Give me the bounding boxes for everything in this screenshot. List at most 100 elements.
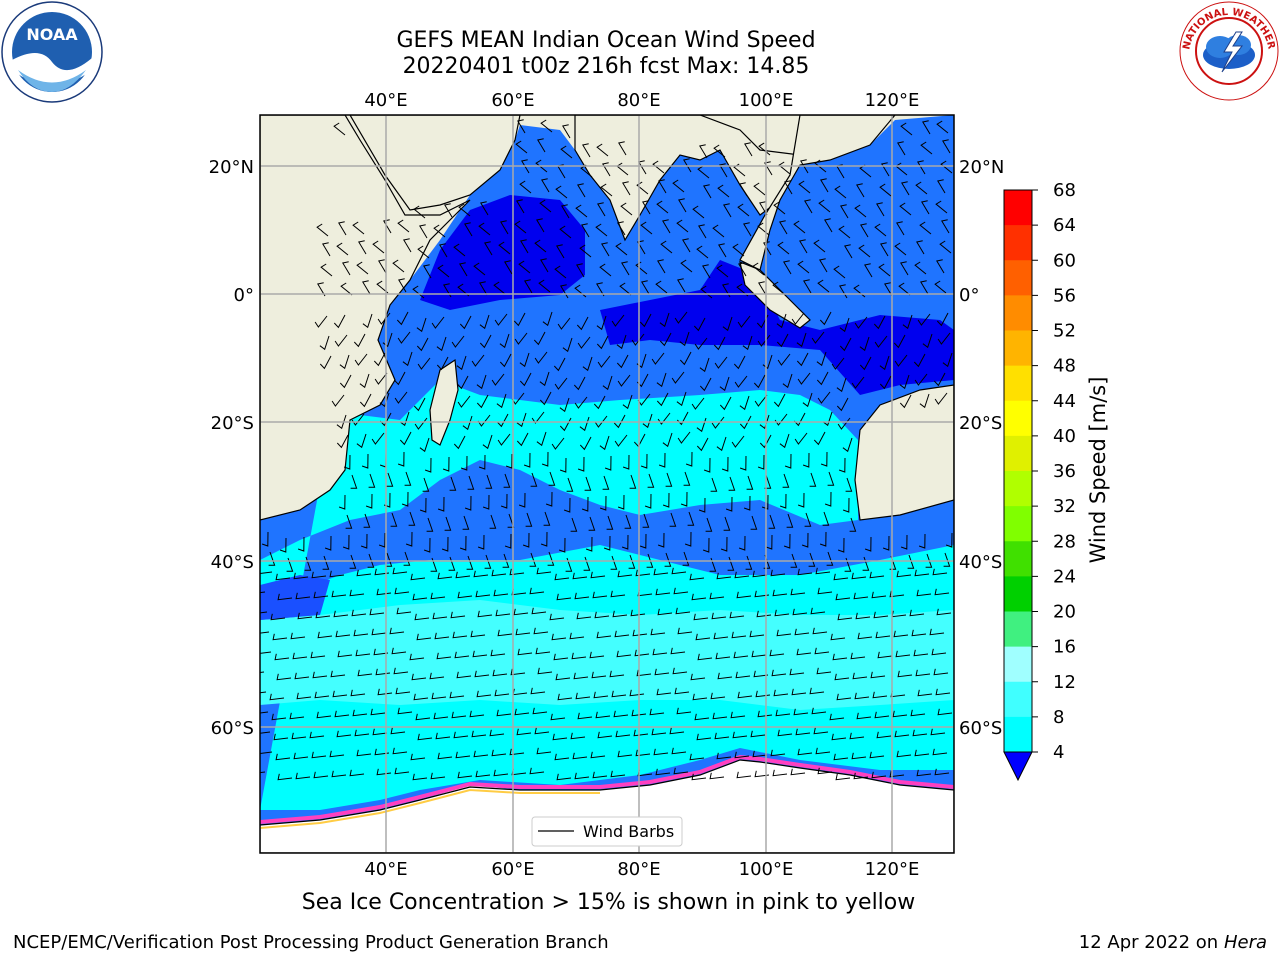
- wind-barb: [416, 633, 432, 641]
- wind-barb: [392, 567, 408, 575]
- wind-barb: [813, 727, 829, 735]
- wind-barb: [416, 337, 429, 352]
- wind-barb: [260, 691, 267, 694]
- wind-barb: [851, 572, 867, 580]
- madagascar-landmass: [429, 358, 459, 446]
- wind-barb: [437, 496, 445, 512]
- wind-barb: [270, 613, 286, 621]
- wind-barb: [849, 732, 865, 740]
- wind-barb: [559, 397, 570, 413]
- wind-barb: [442, 456, 450, 472]
- colorbar-tick-label: 48: [1053, 356, 1076, 377]
- wind-barb: [293, 752, 309, 760]
- wind-barb: [399, 431, 412, 446]
- wind-barb: [622, 394, 633, 410]
- wind-barb: [942, 352, 953, 368]
- legend-label: Wind Barbs: [583, 822, 674, 841]
- wind-barb: [351, 609, 367, 617]
- wind-barb: [612, 610, 628, 618]
- wind-barb: [889, 770, 905, 778]
- wind-barb: [712, 712, 728, 720]
- wind-barb: [374, 748, 390, 756]
- colorbar-tick-label: 32: [1053, 496, 1076, 517]
- wind-barb: [739, 455, 747, 471]
- wind-barb: [504, 260, 513, 275]
- wind-barb: [836, 397, 849, 412]
- wind-barb: [937, 708, 953, 716]
- wind-barb: [899, 374, 910, 390]
- wind-barb: [851, 376, 865, 389]
- wind-barb: [434, 632, 450, 640]
- wind-barb: [535, 159, 548, 173]
- wind-barb: [728, 476, 736, 491]
- wind-barb: [673, 587, 689, 595]
- wind-barb: [639, 533, 647, 549]
- wind-barb: [611, 314, 625, 327]
- wind-barb: [693, 613, 709, 621]
- wind-barb: [694, 337, 708, 350]
- wind-barb: [713, 144, 726, 158]
- wind-barb: [277, 593, 293, 601]
- wind-barb: [900, 122, 913, 136]
- wind-barb: [430, 772, 446, 780]
- wind-barb: [596, 143, 609, 157]
- wind-barb: [893, 334, 906, 349]
- wind-barb: [439, 243, 448, 258]
- wind-barb: [290, 632, 306, 640]
- wind-barb: [458, 203, 471, 217]
- wind-barb: [830, 633, 846, 641]
- wind-barb: [779, 433, 790, 449]
- wind-barb: [579, 436, 592, 451]
- wind-barb: [613, 414, 626, 429]
- wind-barb: [774, 609, 790, 617]
- wind-barb: [710, 477, 718, 492]
- wind-barb: [593, 395, 606, 410]
- wind-barb: [759, 434, 772, 449]
- wind-barb: [881, 162, 890, 177]
- wind-barb: [611, 690, 627, 698]
- wind-barb: [393, 371, 406, 386]
- wind-barb: [437, 264, 450, 278]
- wind-barb: [419, 497, 427, 513]
- wind-barb: [914, 749, 930, 757]
- wind-barb: [671, 567, 687, 575]
- wind-barb: [338, 221, 347, 236]
- wind-barb: [588, 516, 596, 531]
- colorbar-tick-label: 44: [1053, 391, 1076, 412]
- wind-barb: [489, 729, 505, 737]
- wind-barb: [356, 261, 369, 275]
- wind-barb: [292, 652, 308, 660]
- wind-barb: [503, 473, 511, 488]
- wind-barb: [359, 393, 372, 408]
- wind-barb: [736, 771, 752, 779]
- wind-barb: [514, 332, 528, 345]
- wind-barb: [575, 204, 588, 218]
- wind-barb: [894, 242, 907, 256]
- wind-barb: [553, 357, 566, 372]
- wind-barb: [705, 517, 713, 532]
- wind-barb: [713, 336, 726, 351]
- wind-barb: [800, 159, 809, 174]
- wind-barb: [383, 219, 392, 234]
- colorbar: 68 64 60 56 52 48 44 40 36 32 28 24 20 16 12 8 4: [1003, 180, 1076, 782]
- wind-barb: [676, 219, 689, 233]
- wind-barb: [874, 223, 887, 237]
- wind-barb: [656, 392, 669, 407]
- wind-barb: [916, 769, 932, 777]
- colorbar-segment: [1004, 190, 1032, 226]
- wind-barb: [541, 178, 550, 193]
- wind-barb: [811, 707, 827, 715]
- wind-barb: [777, 353, 791, 366]
- wind-barb: [876, 731, 892, 739]
- wind-barb: [581, 223, 590, 238]
- wind-barb: [678, 198, 687, 213]
- wind-barb: [603, 535, 611, 551]
- wind-barb: [795, 728, 811, 736]
- wind-barb: [819, 311, 832, 326]
- wind-barb: [596, 282, 605, 297]
- wind-barb: [746, 475, 754, 490]
- footer-credit: NCEP/EMC/Verification Post Processing Pr…: [13, 932, 609, 953]
- wind-barb: [469, 710, 485, 718]
- wind-barb: [362, 313, 373, 329]
- wind-barb: [599, 435, 610, 451]
